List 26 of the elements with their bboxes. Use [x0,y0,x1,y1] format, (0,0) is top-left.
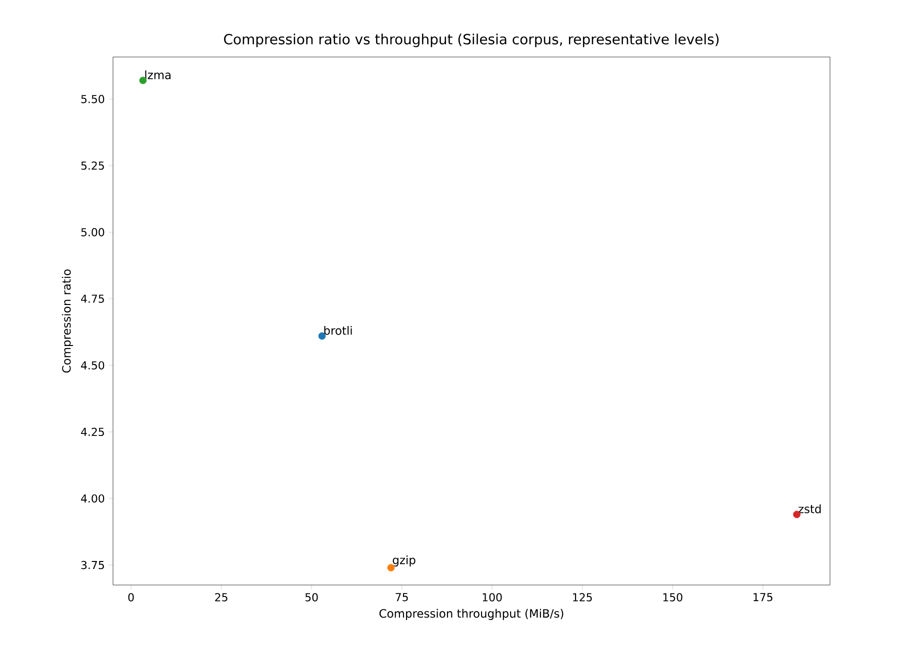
point [793,510,800,518]
y-tick-label: 4.00 [81,494,104,503]
x-tick-label: 75 [396,593,408,602]
series-label: lzma [145,70,171,80]
y-tick-label: 4.75 [81,294,104,303]
x-tick-label: 0 [128,593,134,602]
series-label: brotli [324,326,352,335]
x-tick-label: 150 [663,593,682,602]
chart-title: Compression ratio vs throughput (Silesia corpus, representative levels) [224,34,719,48]
point [318,332,326,340]
y-tick-label: 5.25 [81,161,104,170]
y-axis-title: Compression ratio [62,269,73,373]
series-label: zstd [798,504,821,514]
y-tick-label: 5.50 [81,94,104,104]
y-tick-label: 3.75 [81,560,104,570]
point [139,76,147,84]
x-tick-label: 175 [754,593,772,602]
x-tick-label: 100 [482,593,502,602]
x-tick-label: 50 [305,593,318,602]
series-label: gzip [392,555,416,566]
x-tick-label: 25 [215,593,228,602]
y-tick-label: 5.00 [81,228,104,236]
x-axis-title: Compression throughput (MiB/s) [379,608,564,620]
y-tick-label: 4.50 [81,361,104,370]
x-tick-label: 125 [573,593,592,602]
y-tick-label: 4.25 [81,428,104,436]
